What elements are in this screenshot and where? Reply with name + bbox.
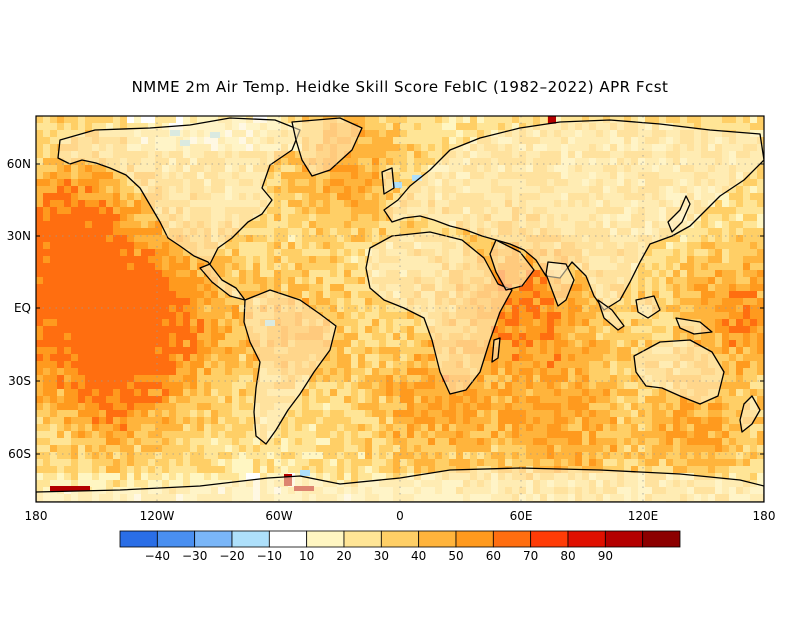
lat-label-30s: 30S xyxy=(8,374,31,388)
lat-ticks xyxy=(36,163,764,455)
colorbar-labels: −40 −30 −20 −10 10 20 30 40 50 60 70 80 90 xyxy=(145,549,613,563)
colorbar-swatch xyxy=(567,530,606,548)
south-america xyxy=(243,289,337,445)
map-frame xyxy=(35,115,765,503)
colorbar-swatch xyxy=(156,530,196,548)
lon-label-180e: 180 xyxy=(753,509,776,523)
lat-label-30n: 30N xyxy=(7,229,31,243)
colorbar xyxy=(119,530,681,548)
chart-title: NMME 2m Air Temp. Heidke Skill Score Feb… xyxy=(131,78,669,96)
lon-label-120e: 120E xyxy=(628,509,659,523)
colorbar-label: 30 xyxy=(374,549,389,563)
new-zealand xyxy=(739,395,761,433)
colorbar-label: 50 xyxy=(448,549,463,563)
borneo xyxy=(635,295,661,319)
colorbar-label: −40 xyxy=(145,549,170,563)
eurasia xyxy=(383,119,764,311)
colorbar-label: 10 xyxy=(299,549,314,563)
colorbar-swatch xyxy=(268,530,308,548)
colorbar-swatch xyxy=(306,530,345,548)
india xyxy=(545,261,575,307)
colorbar-swatch xyxy=(455,530,494,548)
japan xyxy=(667,195,691,233)
coastlines xyxy=(36,117,764,502)
colorbar-swatch xyxy=(343,530,382,548)
colorbar-label: 80 xyxy=(560,549,575,563)
colorbar-swatch xyxy=(530,530,569,548)
colorbar-swatch xyxy=(119,530,158,548)
lat-label-60n: 60N xyxy=(7,157,31,171)
lon-label-60w: 60W xyxy=(265,509,292,523)
lat-label-eq: EQ xyxy=(14,301,31,315)
colorbar-swatch xyxy=(604,530,644,548)
lon-label-180w: 180 xyxy=(25,509,48,523)
colorbar-swatch xyxy=(642,530,681,548)
greenland xyxy=(291,117,363,177)
colorbar-label: −30 xyxy=(182,549,207,563)
british-isles xyxy=(381,167,395,195)
colorbar-label: 60 xyxy=(486,549,501,563)
colorbar-label: 20 xyxy=(336,549,351,563)
arabian-peninsula xyxy=(489,239,535,291)
lon-label-0: 0 xyxy=(396,509,404,523)
colorbar-label: 40 xyxy=(411,549,426,563)
colorbar-label: −10 xyxy=(257,549,282,563)
colorbar-label: 70 xyxy=(523,549,538,563)
lat-label-60s: 60S xyxy=(8,447,31,461)
colorbar-label: −20 xyxy=(219,549,244,563)
madagascar xyxy=(491,337,501,363)
antarctica xyxy=(36,467,764,502)
sumatra xyxy=(597,299,625,331)
colorbar-label: 90 xyxy=(598,549,613,563)
new-guinea xyxy=(675,317,713,335)
colorbar-swatch xyxy=(231,530,270,548)
lon-label-120w: 120W xyxy=(140,509,175,523)
colorbar-swatch xyxy=(492,530,532,548)
colorbar-swatch xyxy=(418,530,457,548)
lon-label-60e: 60E xyxy=(510,509,533,523)
colorbar-swatch xyxy=(194,530,233,548)
australia xyxy=(633,339,725,405)
graticule xyxy=(36,116,764,502)
colorbar-swatch xyxy=(380,530,420,548)
